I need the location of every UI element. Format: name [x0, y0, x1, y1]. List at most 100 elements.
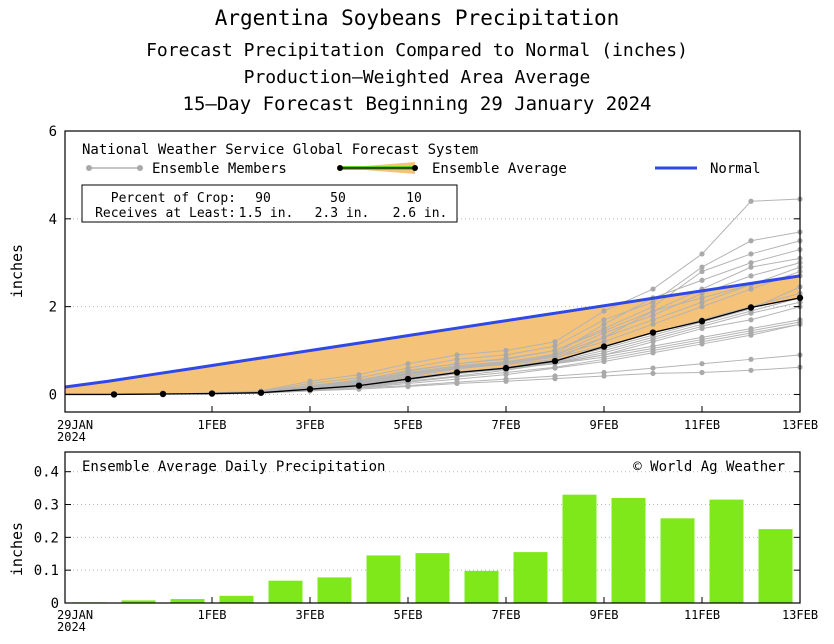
member-point: [748, 328, 754, 334]
bottom-x-tick-label: 29JAN: [57, 608, 93, 622]
average-point: [747, 304, 755, 311]
legend-average-swatch: [337, 162, 418, 174]
bottom-x-tick-label: 1FEB: [198, 608, 227, 622]
top-panel: 0 2 4 6 29JAN 1FEB 3FEB 5FEB 7FEB 9FEB 11FEB 13FEB…: [8, 124, 818, 444]
daily-bar: [562, 494, 597, 603]
average-line: [65, 297, 801, 396]
bottom-y-tick-label: 0.2: [34, 530, 59, 546]
chart-title: Argentina Soybeans Precipitation: [214, 6, 620, 30]
daily-bar: [366, 555, 401, 603]
member-point: [503, 355, 509, 362]
crop-amount-90: 1.5 in.: [239, 206, 294, 221]
legend-members-label: Ensemble Members: [152, 161, 287, 177]
average-point: [698, 317, 706, 325]
daily-bar: [121, 600, 156, 603]
average-point: [502, 364, 510, 372]
member-point: [454, 356, 460, 362]
member-point: [503, 347, 509, 354]
average-point: [600, 343, 608, 350]
average-point: [551, 357, 559, 365]
member-point: [552, 352, 558, 358]
bottom-y-tick-label: 0.1: [34, 563, 59, 579]
member-point: [748, 356, 754, 362]
member-point: [699, 361, 705, 367]
bottom-x-year-label: 2024: [57, 620, 86, 634]
member-point: [748, 251, 754, 257]
chart-subtitle: Forecast Precipitation Compared to Norma…: [146, 40, 688, 61]
bottom-y-ticks: 0 0.1 0.2 0.3 0.4: [34, 465, 800, 612]
member-point: [748, 367, 754, 373]
average-point: [404, 375, 412, 383]
member-point: [454, 380, 460, 387]
crop-amount-10: 2.6 in.: [393, 206, 448, 221]
member-point: [552, 376, 558, 382]
average-point: [649, 329, 657, 336]
member-point: [601, 334, 607, 340]
member-point: [356, 377, 362, 383]
member-point: [601, 328, 607, 334]
member-point: [699, 304, 705, 310]
bottom-x-tick-label: 5FEB: [394, 608, 423, 622]
member-point: [454, 361, 460, 367]
bottom-panel-label: Ensemble Average Daily Precipitation: [82, 459, 385, 475]
member-point: [699, 251, 705, 257]
member-point: [650, 345, 656, 351]
daily-bar: [513, 552, 548, 603]
member-point: [650, 304, 656, 310]
chart-subtitle-3: 15—Day Forecast Beginning 29 January 202…: [182, 93, 652, 115]
top-y-tick-label: 0: [49, 387, 57, 403]
top-y-tick-label: 4: [49, 212, 57, 228]
top-x-ticks: 29JAN 1FEB 3FEB 5FEB 7FEB 9FEB 11FEB 13FEB 2024: [57, 406, 818, 444]
ensemble-average: [65, 294, 804, 398]
bottom-y-tick-label: 0.3: [34, 498, 59, 514]
top-plot-frame: [64, 130, 801, 413]
member-point: [699, 264, 705, 270]
top-x-tick-label: 9FEB: [590, 418, 619, 432]
member-point: [650, 308, 656, 314]
member-point: [405, 361, 411, 367]
crop-percent-50: 50: [330, 191, 346, 206]
daily-bar: [415, 553, 450, 603]
member-point: [552, 347, 558, 354]
member-point: [650, 312, 656, 319]
top-x-tick-label: 13FEB: [782, 418, 818, 432]
bottom-x-ticks: 29JAN 1FEB 3FEB 5FEB 7FEB 9FEB 11FEB 13FEB 2024: [57, 597, 818, 634]
daily-bar: [317, 577, 352, 603]
average-point: [306, 385, 314, 393]
member-point: [503, 359, 509, 365]
top-x-tick-label: 11FEB: [684, 418, 720, 432]
member-point: [552, 343, 558, 349]
chart-subtitle-2: Production—Weighted Area Average: [243, 67, 591, 88]
daily-bar: [464, 570, 499, 603]
top-x-tick-label: 7FEB: [492, 418, 521, 432]
bottom-y-axis-label: inches: [8, 522, 26, 576]
copyright-text: © World Ag Weather: [633, 459, 785, 475]
member-point: [650, 317, 656, 323]
daily-bar: [219, 595, 254, 603]
daily-bar: [268, 580, 303, 603]
average-point: [355, 382, 363, 389]
member-point: [699, 336, 705, 343]
daily-bar: [611, 497, 646, 603]
member-point: [405, 383, 411, 390]
member-point: [748, 286, 754, 292]
member-point: [748, 273, 754, 279]
legend-normal-label: Normal: [710, 161, 761, 177]
member-point: [650, 336, 656, 343]
legend-average-label: Ensemble Average: [432, 161, 567, 177]
member-point: [601, 354, 607, 360]
crop-percent-90: 90: [255, 191, 271, 206]
top-y-axis-label: inches: [8, 244, 26, 298]
bottom-y-tick-label: 0: [51, 596, 59, 612]
legend-members-swatch: [86, 165, 143, 171]
daily-bar: [170, 599, 205, 603]
bottom-x-tick-label: 7FEB: [492, 608, 521, 622]
average-point: [159, 390, 167, 398]
average-point: [453, 369, 461, 376]
crop-table-box: [81, 184, 458, 223]
member-point: [601, 321, 607, 327]
crop-row2-label: Receives at Least:: [95, 206, 236, 221]
member-point: [405, 368, 411, 374]
member-point: [601, 308, 607, 314]
top-y-tick-label: 6: [49, 124, 57, 140]
